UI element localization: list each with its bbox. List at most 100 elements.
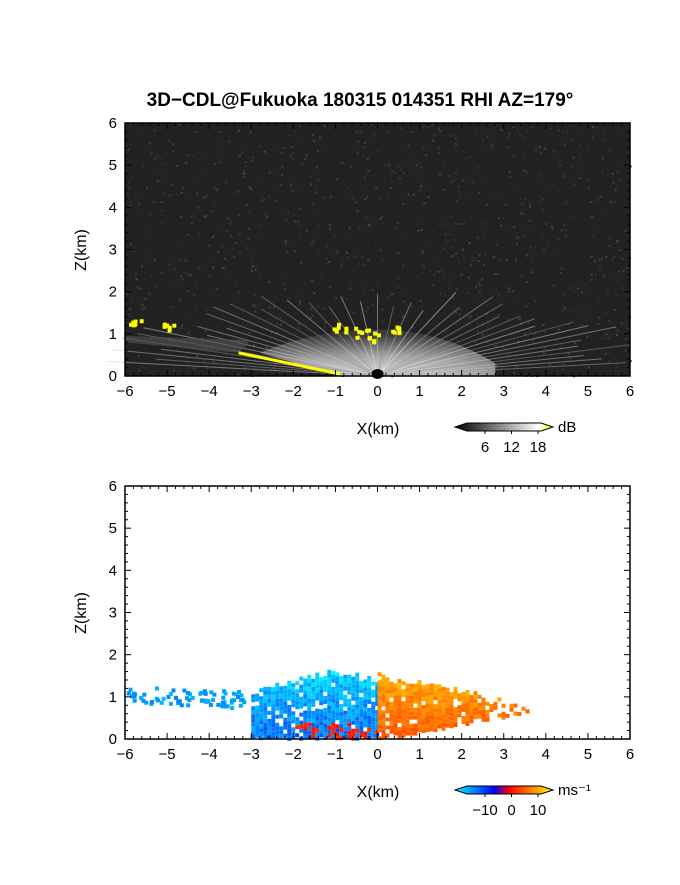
noise-speck [379, 197, 382, 200]
noise-speck [472, 259, 475, 262]
noise-speck [150, 152, 153, 155]
noise-speck [369, 225, 372, 228]
noise-speck [284, 240, 287, 243]
velocity-cell [339, 716, 344, 721]
noise-speck [379, 249, 382, 252]
noise-speck [233, 256, 236, 259]
velocity-cell [465, 713, 470, 718]
velocity-cell [433, 708, 438, 713]
noise-speck [341, 257, 344, 260]
noise-speck [215, 189, 218, 192]
velocity-cell [311, 714, 316, 719]
noise-speck [160, 157, 163, 160]
noise-speck [148, 292, 151, 295]
noise-speck [614, 190, 617, 193]
velocity-cell [501, 711, 506, 716]
noise-speck [494, 273, 497, 276]
velocity-cell [449, 720, 454, 725]
noise-speck [321, 295, 324, 298]
velocity-cell [437, 700, 442, 705]
noise-speck [125, 126, 128, 129]
noise-speck [616, 171, 619, 174]
velocity-cell [331, 710, 336, 715]
noise-speck [431, 123, 434, 126]
x-tick-label: −3 [243, 746, 260, 763]
velocity-cell [271, 719, 276, 724]
noise-speck [237, 291, 240, 294]
noise-speck [490, 146, 493, 149]
noise-speck [605, 211, 608, 214]
noise-speck [244, 160, 247, 163]
velocity-cell [343, 718, 348, 723]
noise-speck [328, 235, 331, 238]
velocity-cell [525, 709, 530, 714]
noise-speck [304, 158, 307, 161]
noise-speck [361, 189, 364, 192]
noise-speck [549, 127, 552, 130]
noise-speck [560, 267, 563, 270]
noise-speck [137, 201, 140, 204]
velocity-cell [335, 712, 340, 717]
strong-echo-patch [131, 320, 136, 325]
noise-speck [551, 184, 554, 187]
noise-speck [156, 156, 159, 159]
noise-speck [242, 172, 245, 175]
noise-speck [315, 220, 318, 223]
velocity-cell [381, 718, 386, 723]
noise-speck [187, 357, 190, 360]
noise-speck [208, 274, 211, 277]
noise-speck [393, 171, 396, 174]
velocity-cell [190, 695, 195, 700]
noise-speck [293, 250, 296, 253]
noise-speck [276, 179, 279, 182]
noise-speck [220, 245, 223, 248]
velocity-cell [319, 693, 324, 698]
noise-speck [298, 327, 301, 330]
velocity-cell [351, 676, 356, 681]
velocity-cell [331, 706, 336, 711]
noise-speck [517, 317, 520, 320]
noise-speck [237, 214, 240, 217]
noise-speck [262, 277, 265, 280]
noise-speck [608, 150, 611, 153]
noise-speck [507, 290, 510, 293]
strong-echo-patch [131, 323, 136, 328]
colorbar-tick-label: 18 [530, 439, 547, 456]
velocity-cell [307, 682, 312, 687]
noise-speck [210, 189, 213, 192]
noise-speck [382, 165, 385, 168]
x-tick-label: 6 [626, 383, 634, 400]
velocity-cell [131, 691, 136, 696]
noise-speck [309, 284, 312, 287]
velocity-cell [222, 704, 227, 709]
noise-speck [178, 123, 181, 126]
y-tick-label: 3 [109, 242, 117, 259]
noise-speck [160, 272, 163, 275]
noise-speck [319, 136, 322, 139]
velocity-cell [291, 695, 296, 700]
velocity-cell [485, 701, 490, 706]
noise-speck [610, 148, 613, 151]
velocity-cell [437, 724, 442, 729]
velocity-cell [259, 704, 264, 709]
velocity-cell [359, 713, 364, 718]
noise-speck [542, 352, 545, 355]
noise-speck [295, 189, 298, 192]
strong-echo-patch [371, 340, 376, 345]
fan-ray [229, 303, 378, 377]
velocity-cell [401, 693, 406, 698]
velocity-cell [381, 714, 386, 719]
noise-speck [405, 235, 408, 238]
velocity-cell [339, 688, 344, 693]
velocity-cell [409, 699, 414, 704]
noise-speck [310, 289, 313, 292]
velocity-cell [397, 735, 402, 740]
velocity-cell [401, 729, 406, 734]
velocity-cell [154, 686, 159, 691]
noise-speck [415, 128, 418, 131]
noise-speck [381, 180, 384, 183]
velocity-cell [389, 729, 394, 734]
noise-speck [518, 236, 521, 239]
velocity-cell [441, 718, 446, 723]
velocity-cell [465, 697, 470, 702]
